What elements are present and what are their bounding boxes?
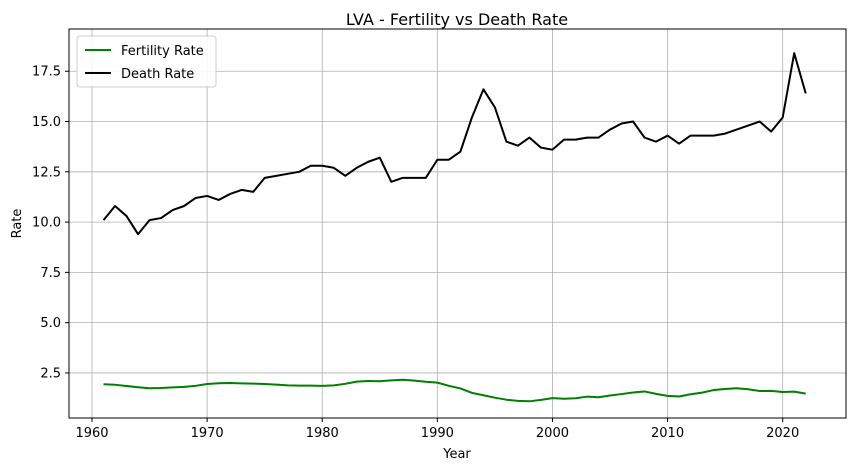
legend-box [76, 35, 217, 88]
x-axis-label: Year [442, 447, 471, 462]
x-tick-label: 1970 [191, 426, 224, 441]
y-tick-label: 12.5 [32, 165, 61, 180]
y-tick-label: 5.0 [40, 316, 61, 331]
x-tick-label: 1980 [306, 426, 339, 441]
series-line-death-rate [102, 52, 807, 236]
x-tick-label: 2020 [766, 426, 799, 441]
ticks: 1960 1970 1980 1990 2000 2010 2020 2.5 5.0 7.5 10.… [32, 65, 799, 441]
y-tick-label: 15.0 [32, 115, 61, 130]
y-tick-label: 17.5 [32, 65, 61, 80]
y-tick-label: 7.5 [40, 266, 61, 281]
chart-title: LVA - Fertility vs Death Rate [346, 10, 568, 29]
legend-label-death-rate: Death Rate [121, 67, 194, 82]
legend-label-fertility-rate: Fertility Rate [121, 44, 204, 59]
x-tick-label: 2000 [536, 426, 569, 441]
y-tick-label: 2.5 [40, 366, 61, 381]
x-tick-label: 1990 [421, 426, 454, 441]
grid [69, 29, 846, 418]
x-tick-label: 1960 [75, 426, 108, 441]
series-layer [102, 52, 807, 403]
y-axis-label: Rate [10, 209, 25, 239]
x-tick-label: 2010 [651, 426, 684, 441]
legend: Fertility Rate Death Rate [76, 35, 217, 88]
plot-frame [68, 28, 847, 419]
series-line-fertility-rate [103, 378, 806, 403]
y-tick-label: 10.0 [32, 216, 61, 231]
